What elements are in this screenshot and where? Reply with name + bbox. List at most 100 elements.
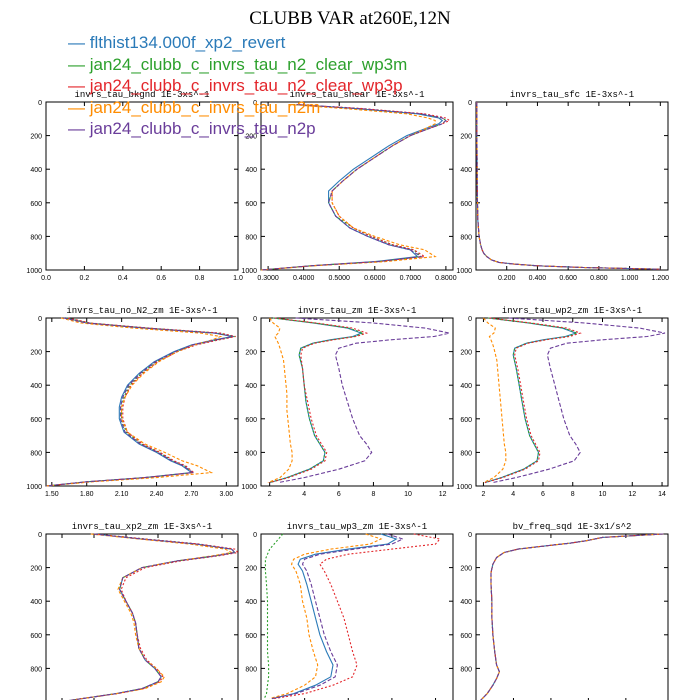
series-line-1 [480,533,664,700]
legend-item-4: — jan24_clubb_c_invrs_tau_n2m [68,97,407,119]
y-tick-label: 1000 [26,484,42,491]
y-tick-label: 800 [30,450,42,457]
panel-title: invrs_tau_bkgnd 1E-3xs^-1 [74,90,209,100]
y-tick-label: 0 [253,316,257,323]
x-tick-label: 2 [481,491,485,498]
y-tick-label: 400 [245,599,257,606]
x-tick-label: 2.40 [150,491,164,498]
legend-swatch: — [68,76,90,95]
legend-swatch: — [68,119,90,138]
series-line-3 [476,101,661,270]
y-tick-label: 200 [245,134,257,141]
series-line-4 [482,317,507,484]
y-tick-label: 600 [460,633,472,640]
panel-title: invrs_tau_xp2_zm 1E-3xs^-1 [72,522,212,532]
plot-frame [45,317,239,487]
y-tick-label: 0 [38,100,42,107]
series-line-2 [263,533,284,699]
series-line-3 [269,317,369,484]
y-tick-label: 400 [245,167,257,174]
plot-frame [260,317,454,487]
x-tick-label: 1.000 [621,275,639,282]
y-tick-label: 400 [30,167,42,174]
x-tick-label: 14 [658,491,666,498]
y-tick-label: 0 [253,532,257,539]
series-line-1 [68,533,236,700]
panel-title: bv_freq_sqd 1E-3x1/s^2 [513,522,632,532]
series-line-5 [278,317,450,484]
x-tick-label: 10 [599,491,607,498]
x-tick-label: 0.600 [559,275,577,282]
series-line-1 [260,103,444,271]
legend-label: jan24_clubb_c_invrs_tau_n2_clear_wp3p [89,76,403,95]
legend-item-5: — jan24_clubb_c_invrs_tau_n2p [68,118,407,140]
y-tick-label: 600 [245,201,257,208]
series-line-5 [492,317,666,484]
y-tick-label: 0 [468,100,472,107]
series-line-5 [45,317,234,487]
series-line-2 [68,533,236,700]
plot-frame [45,533,239,700]
y-tick-label: 200 [460,134,472,141]
y-tick-label: 400 [460,599,472,606]
series-line-2 [484,317,579,484]
series-line-5 [476,101,661,270]
legend-item-2: — jan24_clubb_c_invrs_tau_n2_clear_wp3m [68,54,407,76]
legend-label: flthist134.000f_xp2_revert [89,33,286,52]
y-tick-label: 800 [460,234,472,241]
panel-title: invrs_tau_shear 1E-3xs^-1 [289,90,424,100]
y-tick-label: 400 [30,599,42,606]
y-tick-label: 1000 [456,268,472,275]
series-line-5 [271,533,405,700]
x-tick-label: 4 [302,491,306,498]
series-line-4 [45,317,223,487]
x-tick-label: 0.4000 [293,275,315,282]
y-tick-label: 200 [30,566,42,573]
series-line-4 [267,317,293,484]
x-tick-label: 0.8000 [435,275,457,282]
x-tick-label: 8 [571,491,575,498]
x-tick-label: 0.2 [80,275,90,282]
y-tick-label: 200 [460,350,472,357]
series-line-4 [480,533,664,700]
y-tick-label: 400 [460,167,472,174]
figure-title: CLUBB VAR at260E,12N [249,8,451,29]
x-tick-label: 1.0 [233,275,243,282]
y-tick-label: 600 [245,417,257,424]
legend-label: jan24_clubb_c_invrs_tau_n2_clear_wp3m [89,54,408,74]
x-tick-label: 2.70 [185,491,199,498]
x-tick-label: 0.3000 [257,275,279,282]
y-tick-label: 200 [460,566,472,573]
y-tick-label: 600 [245,633,257,640]
series-line-1 [476,101,661,270]
series-line-2 [45,317,235,487]
y-tick-label: 0 [38,316,42,323]
y-tick-label: 0 [468,532,472,539]
panel-title: invrs_tau_sfc 1E-3xs^-1 [510,90,634,100]
x-tick-label: 6 [337,491,341,498]
x-tick-label: 1.200 [652,275,670,282]
plot-frame [475,317,669,487]
legend-label: jan24_clubb_c_invrs_tau_n2m [89,97,321,117]
plot-frame [475,101,669,271]
series-line-3 [45,317,236,487]
y-tick-label: 400 [460,383,472,390]
y-tick-label: 800 [30,666,42,673]
y-tick-label: 1000 [26,268,42,275]
series-line-3 [274,533,441,700]
y-tick-label: 800 [460,666,472,673]
x-tick-label: 0.4 [118,275,128,282]
y-tick-label: 600 [460,201,472,208]
y-tick-label: 0 [253,100,257,107]
x-tick-label: 2 [268,491,272,498]
y-tick-label: 200 [30,134,42,141]
series-line-4 [476,101,661,270]
y-tick-label: 800 [245,666,257,673]
series-line-4 [269,533,383,700]
x-tick-label: 10 [404,491,412,498]
y-tick-label: 600 [30,201,42,208]
series-line-1 [271,533,398,700]
x-tick-label: 0.6 [156,275,166,282]
x-tick-label: 4 [511,491,515,498]
